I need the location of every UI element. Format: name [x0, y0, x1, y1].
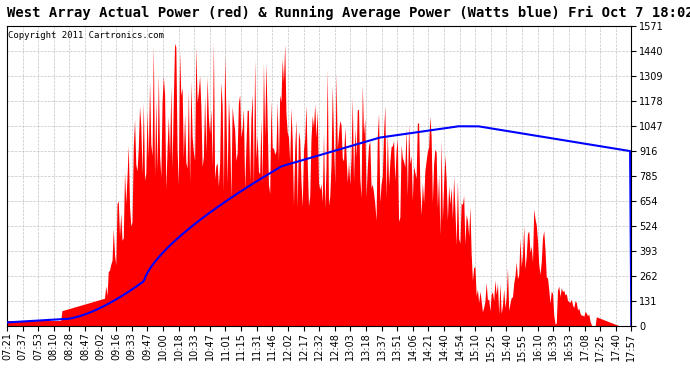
Text: West Array Actual Power (red) & Running Average Power (Watts blue) Fri Oct 7 18:: West Array Actual Power (red) & Running … — [7, 6, 690, 20]
Text: Copyright 2011 Cartronics.com: Copyright 2011 Cartronics.com — [8, 31, 164, 40]
